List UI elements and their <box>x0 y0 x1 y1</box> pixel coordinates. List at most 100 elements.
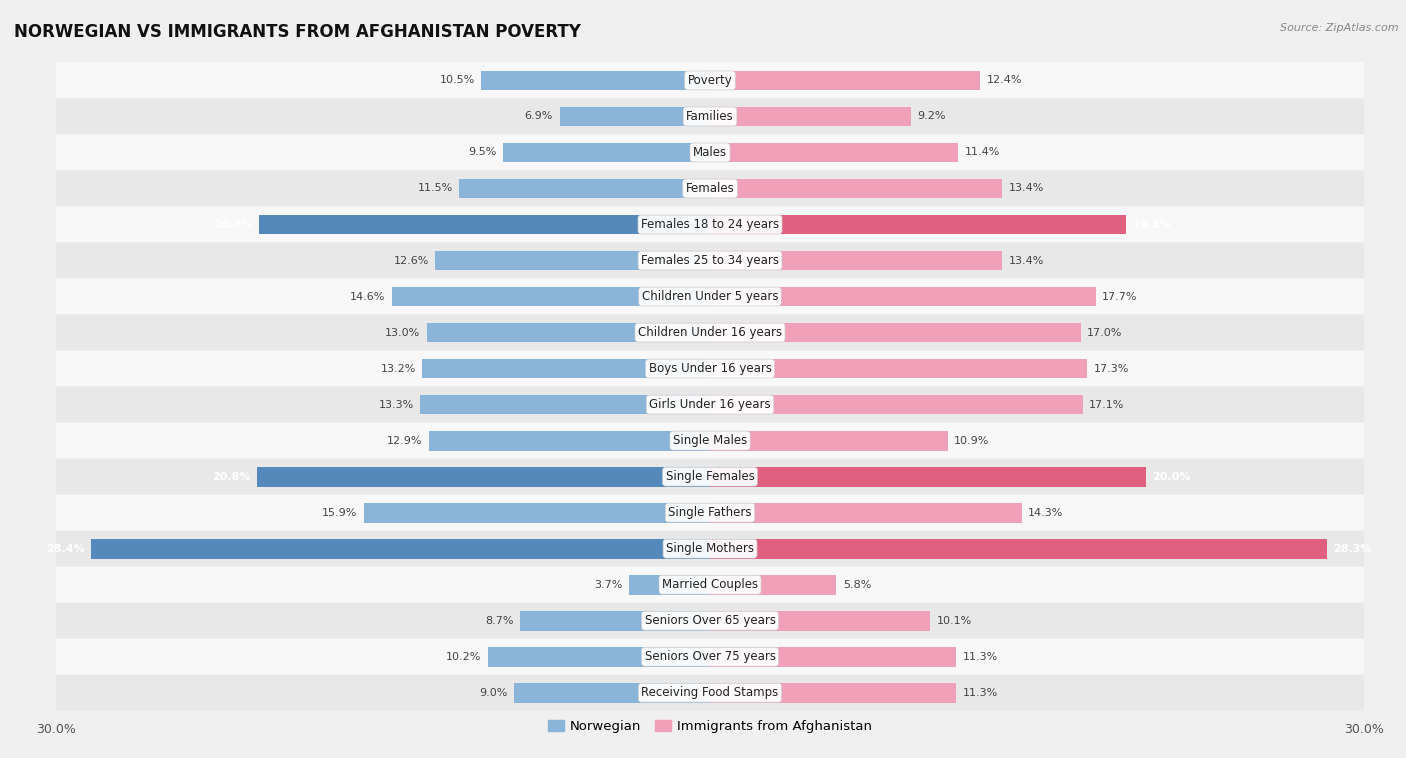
FancyBboxPatch shape <box>45 62 1375 99</box>
Text: 10.2%: 10.2% <box>446 652 481 662</box>
Text: 19.1%: 19.1% <box>1133 220 1171 230</box>
Text: 5.8%: 5.8% <box>844 580 872 590</box>
Text: Single Fathers: Single Fathers <box>668 506 752 519</box>
Text: 6.9%: 6.9% <box>524 111 553 121</box>
Bar <box>515 683 710 703</box>
Text: 20.0%: 20.0% <box>1153 471 1191 481</box>
Text: 11.3%: 11.3% <box>963 688 998 697</box>
Bar <box>429 431 710 450</box>
Text: 14.6%: 14.6% <box>350 292 385 302</box>
Text: 11.4%: 11.4% <box>965 148 1001 158</box>
Text: 9.0%: 9.0% <box>479 688 508 697</box>
Bar <box>710 143 959 162</box>
Text: 10.1%: 10.1% <box>936 615 972 625</box>
FancyBboxPatch shape <box>45 531 1375 567</box>
FancyBboxPatch shape <box>45 278 1375 315</box>
Text: 3.7%: 3.7% <box>595 580 623 590</box>
Bar <box>710 503 1022 522</box>
Text: 12.6%: 12.6% <box>394 255 429 265</box>
Text: 14.3%: 14.3% <box>1028 508 1063 518</box>
Text: Children Under 16 years: Children Under 16 years <box>638 326 782 339</box>
Text: 11.3%: 11.3% <box>963 652 998 662</box>
Text: Married Couples: Married Couples <box>662 578 758 591</box>
Text: Source: ZipAtlas.com: Source: ZipAtlas.com <box>1281 23 1399 33</box>
Text: 13.3%: 13.3% <box>378 399 413 409</box>
Text: Females 25 to 34 years: Females 25 to 34 years <box>641 254 779 267</box>
Bar <box>710 70 980 90</box>
Text: 13.4%: 13.4% <box>1008 183 1045 193</box>
Bar <box>630 575 710 594</box>
Text: Families: Families <box>686 110 734 123</box>
FancyBboxPatch shape <box>45 206 1375 243</box>
Bar <box>710 287 1095 306</box>
Text: 12.4%: 12.4% <box>987 76 1022 86</box>
Bar <box>91 539 710 559</box>
Bar <box>436 251 710 271</box>
Bar <box>710 359 1087 378</box>
FancyBboxPatch shape <box>45 243 1375 278</box>
FancyBboxPatch shape <box>45 495 1375 531</box>
Bar <box>710 395 1083 415</box>
Bar <box>392 287 710 306</box>
Text: 8.7%: 8.7% <box>485 615 515 625</box>
Text: Seniors Over 75 years: Seniors Over 75 years <box>644 650 776 663</box>
Bar <box>710 575 837 594</box>
FancyBboxPatch shape <box>45 350 1375 387</box>
Text: Poverty: Poverty <box>688 74 733 87</box>
Text: 20.7%: 20.7% <box>214 220 253 230</box>
Bar <box>488 647 710 666</box>
Bar <box>520 611 710 631</box>
FancyBboxPatch shape <box>45 387 1375 423</box>
Text: 17.3%: 17.3% <box>1094 364 1129 374</box>
Text: Boys Under 16 years: Boys Under 16 years <box>648 362 772 375</box>
Text: Girls Under 16 years: Girls Under 16 years <box>650 398 770 411</box>
Bar <box>710 179 1002 199</box>
FancyBboxPatch shape <box>45 423 1375 459</box>
Bar <box>427 323 710 343</box>
FancyBboxPatch shape <box>45 567 1375 603</box>
Bar <box>364 503 710 522</box>
Text: 20.8%: 20.8% <box>212 471 250 481</box>
FancyBboxPatch shape <box>45 171 1375 206</box>
Bar <box>259 215 710 234</box>
Text: Males: Males <box>693 146 727 159</box>
Bar <box>710 251 1002 271</box>
Text: NORWEGIAN VS IMMIGRANTS FROM AFGHANISTAN POVERTY: NORWEGIAN VS IMMIGRANTS FROM AFGHANISTAN… <box>14 23 581 41</box>
FancyBboxPatch shape <box>45 459 1375 495</box>
Bar <box>710 107 911 127</box>
Bar <box>710 215 1126 234</box>
Text: 9.5%: 9.5% <box>468 148 496 158</box>
Legend: Norwegian, Immigrants from Afghanistan: Norwegian, Immigrants from Afghanistan <box>543 715 877 738</box>
Text: Receiving Food Stamps: Receiving Food Stamps <box>641 686 779 699</box>
Text: 10.5%: 10.5% <box>440 76 475 86</box>
Text: 13.2%: 13.2% <box>381 364 416 374</box>
Text: Single Females: Single Females <box>665 470 755 483</box>
Text: 9.2%: 9.2% <box>917 111 946 121</box>
Bar <box>257 467 710 487</box>
Bar <box>710 647 956 666</box>
Bar <box>710 467 1146 487</box>
FancyBboxPatch shape <box>45 99 1375 134</box>
Text: 28.3%: 28.3% <box>1333 543 1372 553</box>
Text: Single Males: Single Males <box>673 434 747 447</box>
Bar <box>710 431 948 450</box>
Bar <box>460 179 710 199</box>
FancyBboxPatch shape <box>45 675 1375 711</box>
Text: Females 18 to 24 years: Females 18 to 24 years <box>641 218 779 231</box>
Bar <box>422 359 710 378</box>
Bar <box>560 107 710 127</box>
Bar <box>420 395 710 415</box>
Text: Females: Females <box>686 182 734 195</box>
Text: 17.0%: 17.0% <box>1087 327 1122 337</box>
Text: 11.5%: 11.5% <box>418 183 453 193</box>
Text: 12.9%: 12.9% <box>387 436 422 446</box>
Bar <box>710 611 931 631</box>
Text: Seniors Over 65 years: Seniors Over 65 years <box>644 614 776 627</box>
Bar <box>503 143 710 162</box>
Bar <box>710 539 1327 559</box>
Text: 17.1%: 17.1% <box>1090 399 1125 409</box>
FancyBboxPatch shape <box>45 603 1375 639</box>
Text: 17.7%: 17.7% <box>1102 292 1137 302</box>
Text: 10.9%: 10.9% <box>955 436 990 446</box>
Bar <box>710 683 956 703</box>
